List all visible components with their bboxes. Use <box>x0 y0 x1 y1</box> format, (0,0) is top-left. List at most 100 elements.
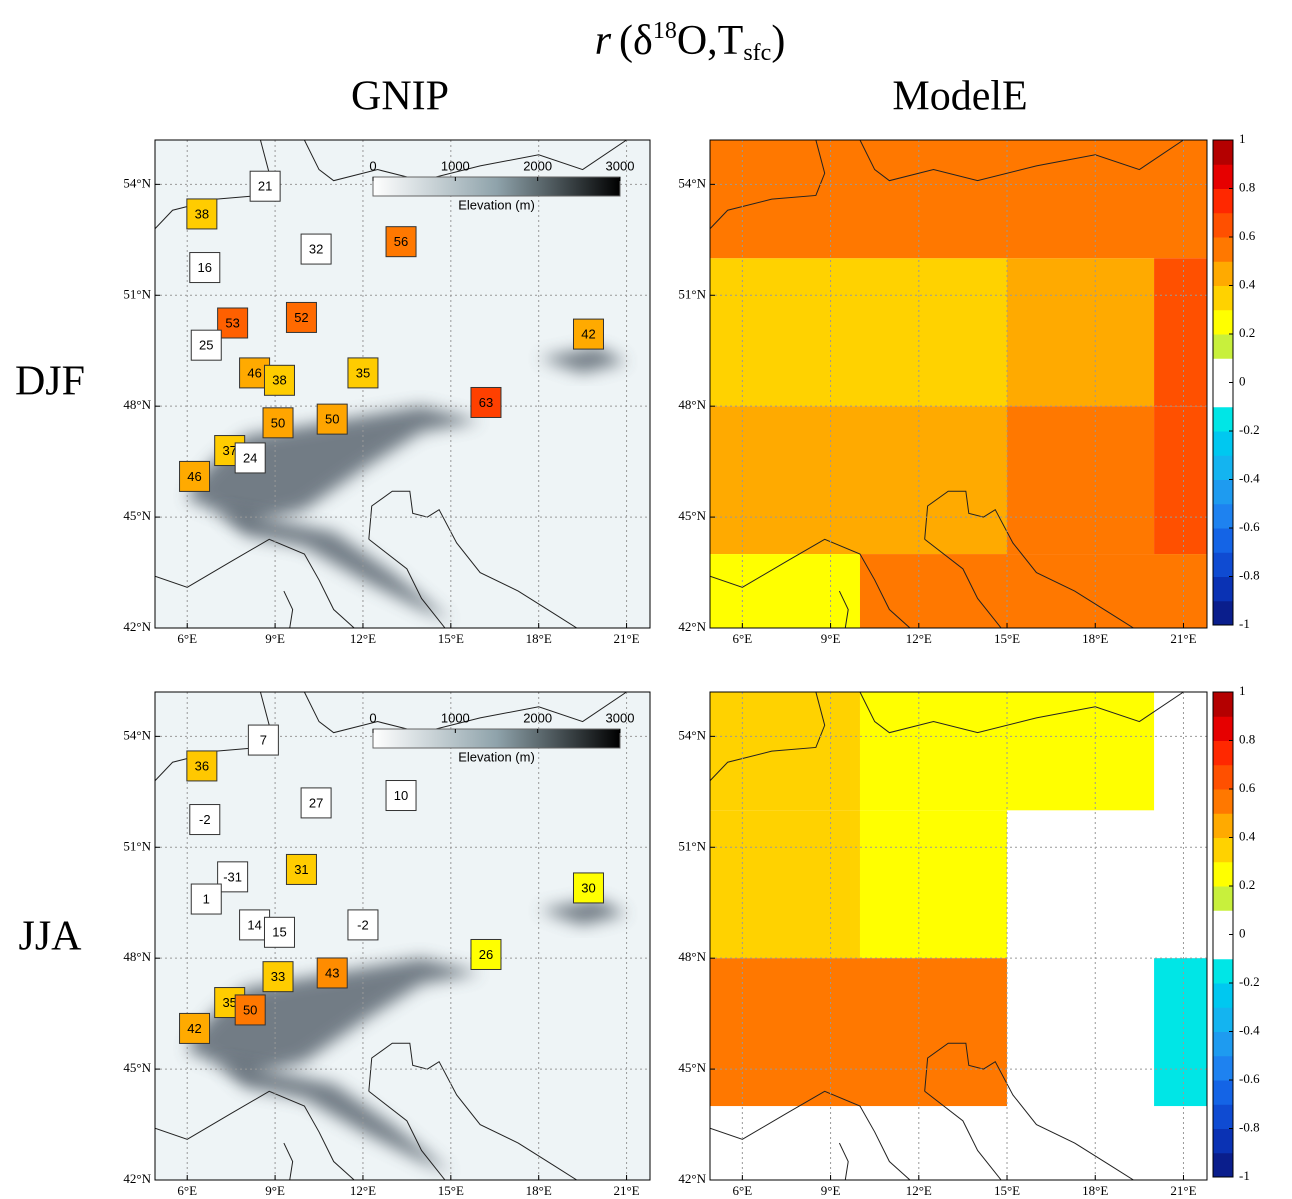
x-tick-label: 18°E <box>526 631 552 646</box>
colorbar-segment <box>1213 504 1233 529</box>
colorbar-tick-label: 0.6 <box>1239 780 1256 795</box>
x-tick-label: 6°E <box>733 631 753 646</box>
x-tick-label: 6°E <box>177 1183 197 1198</box>
colorbar-segment <box>1213 213 1233 238</box>
colorbar-tick-label: -0.8 <box>1239 567 1260 582</box>
grid-cell <box>1007 406 1154 554</box>
colorbar-tick-label: 0.4 <box>1239 828 1256 843</box>
elevation-tick-label: 2000 <box>523 158 552 173</box>
y-tick-label: 45°N <box>678 1060 706 1075</box>
colorbar-segment <box>1213 886 1233 911</box>
colorbar-tick-label: -0.4 <box>1239 470 1260 485</box>
x-tick-label: 12°E <box>350 631 376 646</box>
y-tick-label: 45°N <box>678 508 706 523</box>
station-value: 53 <box>225 315 239 330</box>
y-tick-label: 51°N <box>123 838 151 853</box>
elevation-colorbar <box>373 729 620 748</box>
x-tick-label: 21°E <box>1170 1183 1196 1198</box>
station-value: 25 <box>199 338 213 353</box>
x-tick-label: 21°E <box>1170 631 1196 646</box>
y-tick-label: 42°N <box>678 1171 706 1186</box>
colorbar-segment <box>1213 862 1233 887</box>
station-value: 32 <box>309 241 323 256</box>
x-tick-label: 15°E <box>994 1183 1020 1198</box>
grid-cell <box>860 810 1007 958</box>
colorbar-segment <box>1213 1007 1233 1032</box>
station-value: 26 <box>479 947 493 962</box>
station-value: 35 <box>356 365 370 380</box>
y-tick-label: 48°N <box>678 397 706 412</box>
panel-background <box>155 140 650 628</box>
station-value: -2 <box>199 812 211 827</box>
x-tick-label: 12°E <box>350 1183 376 1198</box>
x-tick-label: 18°E <box>1082 631 1108 646</box>
station-value: 21 <box>258 179 272 194</box>
colorbar-tick-label: 1 <box>1239 683 1246 698</box>
colorbar-tick-label: -0.6 <box>1239 519 1260 534</box>
grid-cell <box>1007 258 1154 406</box>
colorbar-segment <box>1213 237 1233 262</box>
colorbar-segment <box>1213 983 1233 1008</box>
colorbar-segment <box>1213 1056 1233 1081</box>
colorbar-segment <box>1213 334 1233 359</box>
x-tick-label: 9°E <box>821 1183 841 1198</box>
station-value: 42 <box>581 327 595 342</box>
colorbar-segment <box>1213 1104 1233 1129</box>
colorbar-segment <box>1213 813 1233 838</box>
elevation-tick-label: 1000 <box>441 710 470 725</box>
x-tick-label: 15°E <box>994 631 1020 646</box>
station-value: 36 <box>195 758 209 773</box>
colorbar-tick-label: 0 <box>1239 373 1246 388</box>
station-value: 52 <box>294 310 308 325</box>
station-value: 1 <box>203 891 210 906</box>
column-title: ModelE <box>892 74 1027 120</box>
elevation-tick-label: 0 <box>369 158 376 173</box>
station-value: 14 <box>247 917 261 932</box>
colorbar-segment <box>1213 716 1233 741</box>
colorbar-tick-label: -0.6 <box>1239 1071 1260 1086</box>
x-tick-label: 12°E <box>906 1183 932 1198</box>
station-value: 50 <box>271 415 285 430</box>
elevation-tick-label: 1000 <box>441 158 470 173</box>
colorbar-segment <box>1213 910 1233 935</box>
colorbar-tick-label: 0.6 <box>1239 228 1256 243</box>
row-label: JJA <box>18 914 82 960</box>
elevation-tick-label: 2000 <box>523 710 552 725</box>
y-tick-label: 42°N <box>678 619 706 634</box>
colorbar-segment <box>1213 959 1233 984</box>
colorbar-segment <box>1213 789 1233 814</box>
colorbar-segment <box>1213 935 1233 960</box>
y-tick-label: 54°N <box>678 727 706 742</box>
colorbar-segment <box>1213 431 1233 456</box>
x-tick-label: 18°E <box>526 1183 552 1198</box>
colorbar-segment <box>1213 577 1233 602</box>
colorbar-segment <box>1213 528 1233 553</box>
station-value: 50 <box>325 412 339 427</box>
station-value: 43 <box>325 965 339 980</box>
colorbar-tick-label: 0.2 <box>1239 325 1255 340</box>
map-panel <box>566 662 1292 1180</box>
elevation-label: Elevation (m) <box>458 749 535 764</box>
station-value: -31 <box>223 869 242 884</box>
map-panel <box>155 140 650 628</box>
colorbar-segment <box>1213 741 1233 766</box>
map-panel <box>566 110 1292 702</box>
column-title: GNIP <box>351 74 449 120</box>
x-tick-label: 15°E <box>438 631 464 646</box>
x-tick-label: 6°E <box>177 631 197 646</box>
figure-title: r(δ18O,Tsfc) <box>595 18 786 66</box>
station-value: 46 <box>187 469 201 484</box>
station-value: 27 <box>309 795 323 810</box>
station-value: -2 <box>357 917 369 932</box>
colorbar-segment <box>1213 480 1233 505</box>
station-value: 31 <box>294 862 308 877</box>
colorbar-segment <box>1213 310 1233 335</box>
colorbar-tick-label: -1 <box>1239 1168 1250 1183</box>
elevation-label: Elevation (m) <box>458 197 535 212</box>
colorbar-segment <box>1213 407 1233 432</box>
y-tick-label: 51°N <box>123 286 151 301</box>
colorbar-tick-label: 0 <box>1239 925 1246 940</box>
x-tick-label: 21°E <box>613 1183 639 1198</box>
y-tick-label: 48°N <box>123 949 151 964</box>
colorbar-segment <box>1213 601 1233 626</box>
